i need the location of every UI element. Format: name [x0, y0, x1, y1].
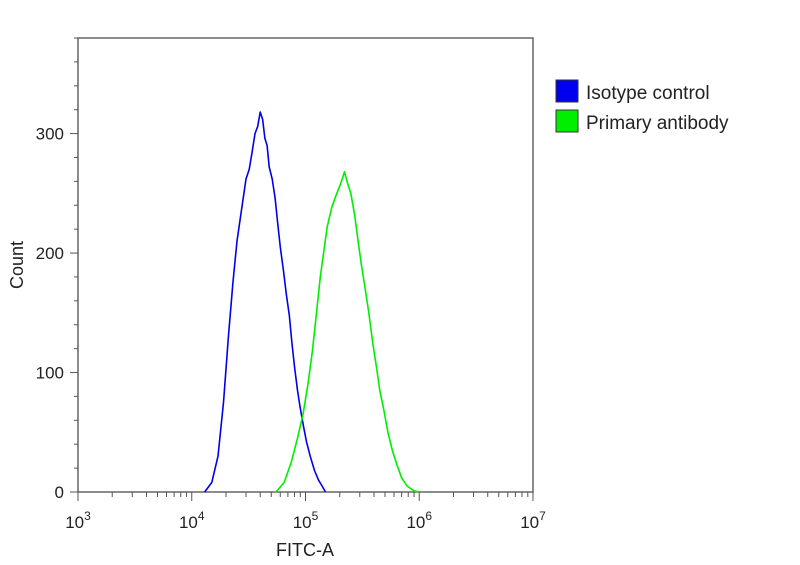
series-line-primary-antibody — [275, 171, 420, 493]
x-tick-label: 103 — [65, 509, 91, 532]
legend-swatch-primary-antibody — [555, 109, 579, 133]
series-curves — [204, 111, 420, 493]
y-axis-title: Count — [7, 241, 27, 289]
legend: Isotype control Primary antibody — [555, 79, 729, 134]
y-tick-label: 200 — [36, 244, 64, 263]
legend-label-isotype-control: Isotype control — [586, 83, 710, 104]
plot-frame — [77, 37, 534, 493]
x-tick-label: 105 — [293, 509, 319, 532]
x-tick-label: 107 — [520, 509, 546, 532]
y-tick-label: 0 — [55, 483, 64, 502]
y-axis: 0 100 200 300 — [36, 37, 78, 502]
y-tick-label: 100 — [36, 364, 64, 383]
x-axis-title: FITC-A — [276, 540, 334, 560]
series-line-isotype-control — [204, 111, 327, 493]
legend-swatch-isotype-control — [555, 79, 579, 103]
legend-label-primary-antibody: Primary antibody — [586, 113, 729, 134]
x-tick-label: 106 — [406, 509, 432, 532]
y-tick-label: 300 — [36, 125, 64, 144]
x-axis: 103 104 105 106 107 — [65, 492, 546, 532]
x-tick-label: 104 — [179, 509, 205, 532]
